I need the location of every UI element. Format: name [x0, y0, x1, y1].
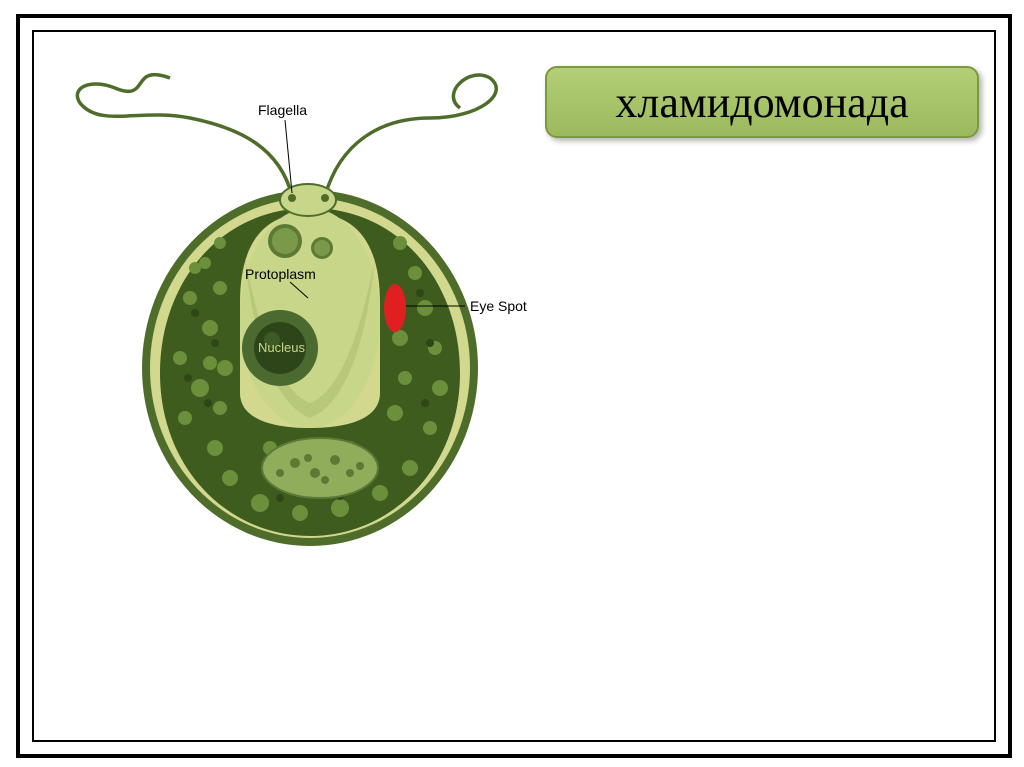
label-eyespot: Eye Spot — [470, 298, 527, 314]
label-nucleus: Nucleus — [258, 340, 305, 355]
flagellum-right — [325, 75, 496, 196]
label-protoplasm: Protoplasm — [245, 266, 316, 282]
title-text: хламидомонада — [615, 77, 908, 128]
vacuole-left-inner — [272, 228, 298, 254]
flagellum-left — [77, 75, 292, 196]
flagellum-base-left — [288, 194, 296, 202]
label-flagella: Flagella — [258, 102, 307, 118]
slide-frame: хламидомонада — [16, 14, 1012, 758]
flagellum-base-right — [321, 194, 329, 202]
diagram-svg — [60, 48, 540, 548]
title-badge: хламидомонада — [545, 66, 979, 138]
vacuole-right-inner — [314, 240, 330, 256]
cell-diagram: Flagella Protoplasm Nucleus Eye Spot — [60, 48, 540, 548]
eyespot — [384, 284, 406, 332]
